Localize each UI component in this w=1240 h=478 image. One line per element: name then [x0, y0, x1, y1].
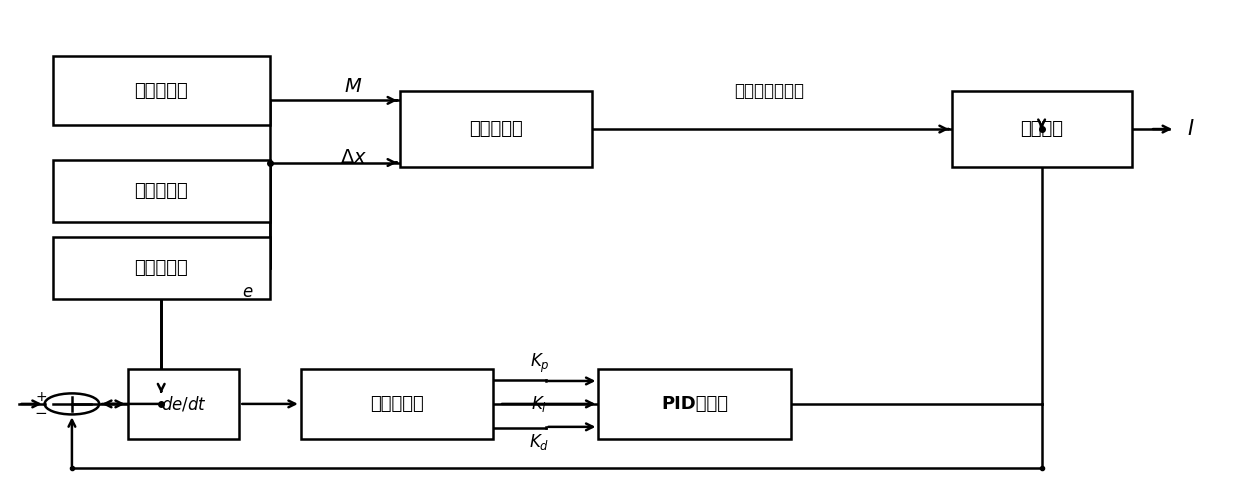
Text: +: + [35, 390, 47, 404]
Bar [53, 160, 270, 222]
Bar [53, 56, 270, 125]
Text: 交变电流的大小: 交变电流的大小 [734, 82, 804, 100]
Text: $\Delta\mathit{x}$: $\Delta\mathit{x}$ [340, 148, 367, 167]
Bar [599, 369, 791, 439]
Text: $\mathit{K}_p$: $\mathit{K}_p$ [529, 352, 549, 375]
Bar [952, 91, 1131, 167]
Text: 励磁线圈: 励磁线圈 [1021, 120, 1063, 138]
Text: 重量传感器: 重量传感器 [134, 82, 188, 100]
Text: $\mathit{M}$: $\mathit{M}$ [345, 76, 362, 96]
Text: PID控制器: PID控制器 [661, 395, 728, 413]
Text: 红外传感器: 红外传感器 [134, 259, 188, 277]
Bar [300, 369, 492, 439]
Text: $\mathit{e}$: $\mathit{e}$ [242, 282, 254, 301]
Bar [53, 237, 270, 299]
Text: −: − [35, 406, 47, 421]
Text: $\mathit{K}_d$: $\mathit{K}_d$ [529, 432, 549, 452]
Text: 模糊控制器: 模糊控制器 [370, 395, 424, 413]
Text: $\mathit{I}$: $\mathit{I}$ [1187, 119, 1194, 139]
Text: $\mathit{de/dt}$: $\mathit{de/dt}$ [160, 394, 207, 413]
Bar [399, 91, 593, 167]
Text: 模糊控制器: 模糊控制器 [469, 120, 523, 138]
Text: 红外传感器: 红外传感器 [134, 182, 188, 200]
Text: $\mathit{K}_i$: $\mathit{K}_i$ [532, 394, 547, 414]
Bar [128, 369, 239, 439]
